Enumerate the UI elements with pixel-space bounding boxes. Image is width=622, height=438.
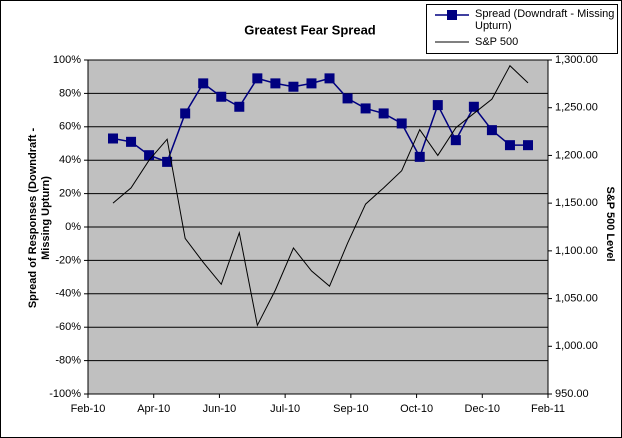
series-line <box>112 64 529 327</box>
data-marker <box>198 78 209 89</box>
data-marker <box>252 73 263 84</box>
y-tick-label: -20% <box>55 254 81 266</box>
data-marker <box>396 118 407 129</box>
data-marker <box>523 140 533 151</box>
legend-label: Spread (Downdraft - Missing Upturn) <box>475 8 615 32</box>
data-marker <box>306 78 317 89</box>
x-tick-label: Apr-10 <box>137 403 170 415</box>
x-tick-label: Oct-10 <box>400 403 433 415</box>
y-tick-label: 0% <box>65 221 81 233</box>
data-marker <box>180 108 191 119</box>
y-tick-label: -60% <box>55 321 81 333</box>
data-marker <box>378 108 389 119</box>
y2-tick-label: 950.00 <box>555 388 589 400</box>
y2-tick-label: 1,200.00 <box>555 149 598 161</box>
data-marker <box>216 91 227 102</box>
y-tick-label: 100% <box>53 54 81 66</box>
data-marker <box>144 150 155 161</box>
x-tick-label: Jun-10 <box>203 403 237 415</box>
data-marker <box>126 136 137 147</box>
y-tick-label: 60% <box>59 121 81 133</box>
y2-tick-label: 1,250.00 <box>555 102 598 114</box>
legend-keys <box>435 10 469 43</box>
data-marker <box>342 93 353 104</box>
data-marker <box>360 103 371 114</box>
data-marker <box>270 78 281 89</box>
x-tick-label: Feb-10 <box>71 403 106 415</box>
y2-tick-label: 1,150.00 <box>555 197 598 209</box>
y-tick-label: 40% <box>59 154 81 166</box>
legend: Spread (Downdraft - Missing Upturn) S&P … <box>426 4 618 54</box>
y2-tick-label: 1,300.00 <box>555 54 598 66</box>
data-marker <box>414 151 425 162</box>
data-marker <box>450 135 461 146</box>
series-line <box>112 77 528 163</box>
y-tick-label: -100% <box>49 388 81 400</box>
y2-tick-label: 1,050.00 <box>555 292 598 304</box>
x-tick-label: Jul-10 <box>270 403 300 415</box>
y-axis-title: Spread of Responses (Downdraft - Missing… <box>27 127 52 309</box>
y-tick-label: -40% <box>55 288 81 300</box>
chart-title: Greatest Fear Spread <box>244 22 376 37</box>
data-marker <box>468 101 479 112</box>
data-marker <box>162 156 173 167</box>
x-tick-label: Sep-10 <box>333 403 368 415</box>
data-marker <box>288 81 299 92</box>
y-tick-label: 80% <box>59 87 81 99</box>
data-marker <box>432 100 443 111</box>
legend-key-marker <box>447 10 457 20</box>
y2-axis-title: S&P 500 Level <box>604 186 616 262</box>
data-marker <box>234 101 245 112</box>
x-tick-label: Dec-10 <box>465 403 500 415</box>
y2-tick-label: 1,000.00 <box>555 340 598 352</box>
y2-tick-label: 1,100.00 <box>555 245 598 257</box>
y-tick-label: 20% <box>59 188 81 200</box>
x-tick-label: Feb-11 <box>531 403 565 415</box>
data-marker <box>504 140 515 151</box>
data-marker <box>108 133 118 144</box>
data-marker <box>486 125 497 136</box>
data-marker <box>324 73 335 84</box>
y-tick-label: -80% <box>55 355 81 367</box>
legend-label: S&P 500 <box>475 36 519 48</box>
